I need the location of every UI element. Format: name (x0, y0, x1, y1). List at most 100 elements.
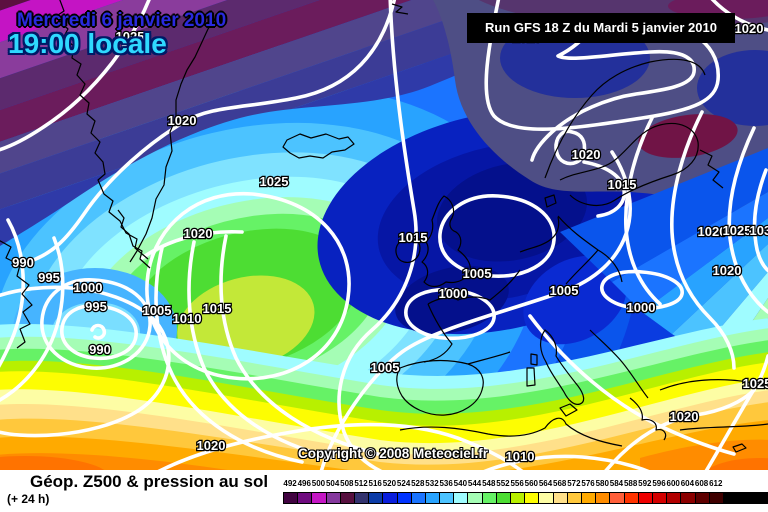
isobar-label: 1010 (506, 449, 535, 464)
legend-tick-label: 560 (524, 479, 538, 488)
legend-color-cell (708, 492, 724, 504)
legend-color-cell (566, 492, 582, 504)
pressure-labels: 1025101010201020102010151025102010201025… (11, 20, 768, 466)
legend-tick-label: 492 (283, 479, 297, 488)
isobar-label: 1005 (550, 283, 579, 298)
isobar-label: 1020 (698, 224, 727, 239)
isobar-label: 990 (89, 342, 111, 357)
coastlines (0, 0, 768, 453)
isobar-label: 1005 (143, 303, 172, 318)
isobar-label: 1020 (713, 263, 742, 278)
isobar-label: 995 (38, 270, 60, 285)
legend-color-cell (595, 492, 611, 504)
isobar-label: 1015 (608, 177, 637, 192)
legend-tick-label: 572 (567, 479, 581, 488)
legend-tick-label: 528 (411, 479, 425, 488)
legend-tick-label: 540 (453, 479, 468, 488)
isobar-label: 1000 (627, 300, 656, 315)
isobar-label: 1025 (260, 174, 289, 189)
legend-tick-label: 504 (325, 479, 340, 488)
isobar-label: 1005 (463, 266, 492, 281)
legend-tick-label: 520 (382, 479, 397, 488)
legend-color-cell (368, 492, 384, 504)
legend-color-cell (453, 492, 469, 504)
isobar-label: 1015 (399, 230, 428, 245)
legend-tick-label: 516 (368, 479, 382, 488)
valid-date-text: Mercredi 6 janvier 2010 (17, 10, 227, 31)
legend-tick-label: 600 (666, 479, 680, 488)
legend-color-cell (283, 492, 299, 504)
legend-color-cell (467, 492, 483, 504)
isobar-label: 1010 (173, 311, 202, 326)
isobar-label: 1000 (439, 286, 468, 301)
legend-color-cell (396, 492, 412, 504)
legend-tick-label: 536 (439, 479, 453, 488)
legend-color-cell (552, 492, 568, 504)
legend-color-cell (410, 492, 426, 504)
legend-color-cell (325, 492, 341, 504)
isobar-label: 1020 (184, 226, 213, 241)
legend-color-cell (609, 492, 625, 504)
legend-tick-label: 612 (709, 479, 723, 488)
isobar-label: 1020 (735, 21, 764, 36)
isobar-label: 990 (12, 255, 34, 270)
isobar-label: 1015 (203, 301, 232, 316)
legend-tick-label: 500 (311, 479, 326, 488)
isobar-label: 1025 (116, 29, 145, 44)
legend-color-cell (311, 492, 327, 504)
copyright-text: Copyright © 2008 Meteociel.fr (298, 446, 488, 461)
isobar-label: 1020 (670, 409, 699, 424)
legend-tick-label: 580 (595, 479, 609, 488)
forecast-step: (+ 24 h) (7, 492, 50, 506)
legend-color-cell (297, 492, 313, 504)
legend-tick-label: 548 (482, 479, 496, 488)
legend-tick-label: 496 (297, 479, 311, 488)
legend-tick-label: 588 (623, 479, 638, 488)
legend-color-cell (694, 492, 710, 504)
legend-tick-label: 576 (581, 479, 595, 488)
legend-tick-label: 568 (553, 479, 567, 488)
legend-color-cell (538, 492, 554, 504)
isobar-label: 995 (85, 299, 107, 314)
isobar-label: 1030 (750, 223, 768, 238)
legend-tick-label: 552 (496, 479, 510, 488)
legend-tick-label: 532 (425, 479, 439, 488)
isobar-label: 1020 (572, 147, 601, 162)
legend-color-cell (481, 492, 497, 504)
legend-tick-label: 544 (467, 479, 482, 488)
model-run-banner: Run GFS 18 Z du Mardi 5 janvier 2010 (467, 13, 735, 43)
legend-tick-label: 508 (340, 479, 354, 488)
legend-color-cell (666, 492, 682, 504)
legend-tick-label: 556 (510, 479, 524, 488)
legend-color-cell (439, 492, 455, 504)
valid-time-text: 19:00 locale (8, 28, 167, 59)
legend-color-cell (623, 492, 639, 504)
legend-tick-label: 564 (538, 479, 553, 488)
isobar-contours (0, 0, 768, 470)
weather-map: 1025101010201020102010151025102010201025… (0, 0, 768, 470)
legend-tick-label: 524 (396, 479, 411, 488)
isobar-label: 1020 (168, 113, 197, 128)
legend-color-cell (339, 492, 355, 504)
legend-tick-label: 592 (638, 479, 652, 488)
color-scale-legend: 492 496 500 504 508 512 516 520 524 528 532 536 540 5… (283, 479, 768, 505)
legend-color-cell (651, 492, 668, 504)
legend-tick-label: 604 (680, 479, 695, 488)
legend-color-cell (722, 492, 768, 504)
legend-color-cell (680, 492, 696, 504)
footer-bar: Géop. Z500 & pression au sol (+ 24 h) 49… (0, 470, 768, 512)
legend-color-cell (495, 492, 512, 504)
legend-tick-label: 608 (694, 479, 709, 488)
legend-color-cell (580, 492, 597, 504)
legend-color-cell (353, 492, 370, 504)
isobar-label: 1025 (723, 223, 752, 238)
isobar-label: 1000 (74, 280, 103, 295)
legend-tick-label: 584 (609, 479, 624, 488)
legend-color-cell (510, 492, 526, 504)
legend-color-cell (524, 492, 540, 504)
legend-color-cell (382, 492, 398, 504)
legend-color-cell (637, 492, 653, 504)
chart-title: Géop. Z500 & pression au sol (30, 472, 269, 491)
geopotential-map-canvas: 1025101010201020102010151025102010201025… (0, 0, 768, 470)
